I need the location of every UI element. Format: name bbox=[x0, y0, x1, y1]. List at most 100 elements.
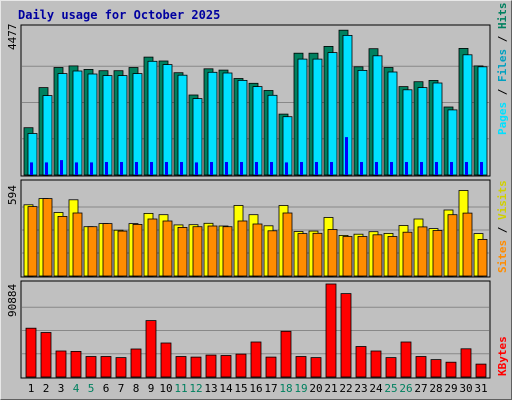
sites-bar bbox=[297, 233, 308, 277]
kbytes-bar bbox=[190, 356, 202, 378]
pages-bar bbox=[210, 162, 213, 175]
middle-legend: Sites / Visits bbox=[496, 180, 509, 273]
pages-bar bbox=[225, 162, 228, 175]
pages-bar bbox=[345, 137, 348, 175]
day-label: 7 bbox=[118, 382, 125, 395]
files-bar bbox=[147, 60, 158, 176]
files-bar bbox=[132, 73, 143, 176]
sites-bar bbox=[42, 198, 53, 277]
kbytes-bar bbox=[160, 342, 172, 378]
pages-bar bbox=[285, 162, 288, 175]
legend-files: Files bbox=[496, 49, 509, 82]
kbytes-bar bbox=[220, 355, 232, 378]
kbytes-bar bbox=[40, 332, 52, 378]
kbytes-bar bbox=[130, 348, 142, 378]
files-bar bbox=[312, 58, 323, 176]
sites-bar bbox=[372, 234, 383, 277]
sites-bar bbox=[402, 231, 413, 277]
day-label: 6 bbox=[103, 382, 110, 395]
day-label: 28 bbox=[429, 382, 442, 395]
pages-bar bbox=[195, 162, 198, 175]
day-label: 23 bbox=[354, 382, 367, 395]
sites-bar bbox=[117, 230, 128, 277]
day-label: 4 bbox=[73, 382, 80, 395]
sites-bar bbox=[192, 226, 203, 277]
day-label: 8 bbox=[133, 382, 140, 395]
files-bar bbox=[387, 71, 398, 176]
kbytes-bar bbox=[415, 356, 427, 378]
bottom-max-label: 90884 bbox=[6, 284, 19, 317]
kbytes-bar bbox=[400, 341, 412, 378]
sites-bar bbox=[462, 212, 473, 277]
legend-sites: Sites bbox=[496, 240, 509, 273]
sites-bar bbox=[72, 212, 83, 277]
day-label: 9 bbox=[148, 382, 155, 395]
pages-bar bbox=[450, 162, 453, 175]
pages-bar bbox=[120, 162, 123, 175]
sites-bar bbox=[132, 223, 143, 277]
sites-bar bbox=[237, 220, 248, 277]
day-label: 13 bbox=[204, 382, 217, 395]
pages-bar bbox=[180, 162, 183, 175]
files-bar bbox=[117, 75, 128, 176]
day-label: 3 bbox=[58, 382, 65, 395]
day-label: 10 bbox=[159, 382, 172, 395]
sites-bar bbox=[477, 238, 488, 277]
day-label: 24 bbox=[369, 382, 383, 395]
pages-bar bbox=[165, 162, 168, 175]
sites-bar bbox=[147, 218, 158, 277]
sites-bar bbox=[387, 236, 398, 277]
chart-marks: 1 2 3 4 5 6 7 8 9 10 11 12 13 14 15 16 17 18 19 20 21 22 23 24 2… bbox=[22, 29, 489, 395]
sites-bar bbox=[102, 223, 113, 277]
kbytes-bar bbox=[475, 363, 487, 378]
day-label: 17 bbox=[264, 382, 277, 395]
sites-bar bbox=[447, 214, 458, 277]
files-bar bbox=[162, 64, 173, 176]
top-max-label: 4477 bbox=[6, 24, 19, 51]
pages-bar bbox=[45, 162, 48, 175]
sites-bar bbox=[342, 236, 353, 277]
day-label: 12 bbox=[189, 382, 202, 395]
pages-bar bbox=[255, 162, 258, 175]
kbytes-bar bbox=[280, 330, 292, 378]
sites-bar bbox=[357, 236, 368, 277]
pages-bar bbox=[435, 162, 438, 175]
legend-pages: Pages bbox=[496, 102, 509, 135]
day-label: 14 bbox=[219, 382, 233, 395]
kbytes-bar bbox=[265, 356, 277, 378]
legend-sep-1: / bbox=[496, 82, 509, 102]
files-bar bbox=[477, 66, 488, 176]
pages-bar bbox=[315, 162, 318, 175]
pages-bar bbox=[405, 162, 408, 175]
legend-hits: Hits bbox=[496, 3, 509, 30]
kbytes-bar bbox=[70, 350, 82, 378]
kbytes-bar bbox=[310, 357, 322, 378]
pages-bar bbox=[30, 162, 33, 175]
files-bar bbox=[72, 70, 83, 176]
day-label: 30 bbox=[459, 382, 472, 395]
day-label: 21 bbox=[324, 382, 337, 395]
pages-bar bbox=[330, 162, 333, 175]
legend-sep-2: / bbox=[496, 29, 509, 49]
pages-bar bbox=[465, 162, 468, 175]
sites-bar bbox=[252, 223, 263, 277]
pages-bar bbox=[300, 162, 303, 175]
pages-bar bbox=[480, 162, 483, 175]
pages-bar bbox=[420, 162, 423, 175]
files-bar bbox=[297, 58, 308, 176]
top-legend: Pages / Files / Hits bbox=[496, 3, 509, 136]
files-bar bbox=[372, 55, 383, 176]
pages-bar bbox=[240, 162, 243, 175]
files-bar bbox=[357, 70, 368, 176]
kbytes-bar bbox=[325, 283, 337, 378]
kbytes-bar bbox=[385, 357, 397, 378]
sites-bar bbox=[327, 229, 338, 277]
kbytes-bar bbox=[295, 356, 307, 378]
day-label: 15 bbox=[234, 382, 247, 395]
kbytes-bar bbox=[460, 348, 472, 378]
pages-bar bbox=[60, 160, 63, 175]
bottom-legend: KBytes bbox=[496, 336, 509, 376]
files-bar bbox=[57, 73, 68, 176]
sites-bar bbox=[417, 226, 428, 277]
files-bar bbox=[177, 74, 188, 176]
